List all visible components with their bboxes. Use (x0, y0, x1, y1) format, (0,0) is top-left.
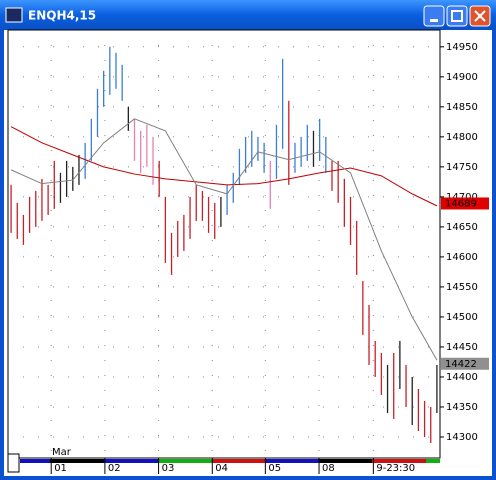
y-tick-label: 14350 (446, 402, 478, 413)
close-icon (474, 10, 486, 22)
month-label: Mar (52, 447, 72, 458)
price-tag-label: 14689 (445, 198, 477, 209)
x-tick-label: 04 (215, 463, 228, 474)
y-tick-label: 14600 (446, 252, 478, 263)
strip (20, 459, 50, 463)
y-tick-label: 14700 (446, 192, 478, 203)
x-tick-label: 05 (268, 463, 281, 474)
x-tick-label: 02 (108, 463, 121, 474)
y-tick-label: 14500 (446, 312, 478, 323)
y-tick-label: 14900 (446, 72, 478, 83)
minimize-button[interactable] (423, 5, 445, 27)
scroll-box[interactable] (7, 453, 20, 473)
strip (319, 459, 372, 463)
y-tick-label: 14550 (446, 282, 478, 293)
price-tag-label: 14422 (445, 359, 477, 370)
x-tick-label: 9-23:30 (376, 463, 415, 474)
strip (265, 459, 319, 463)
y-tick-label: 14450 (446, 342, 478, 353)
y-tick-label: 14300 (446, 432, 478, 443)
y-tick-label: 14400 (446, 372, 478, 383)
strip (50, 459, 104, 463)
moving-average (10, 118, 438, 361)
y-tick-label: 14850 (446, 102, 478, 113)
maximize-button[interactable] (446, 5, 468, 27)
strip (158, 459, 212, 463)
x-tick-label: 03 (162, 463, 175, 474)
plot-border (7, 29, 441, 459)
strip (212, 459, 265, 463)
window-buttons (423, 5, 491, 27)
maximize-icon (451, 10, 463, 22)
moving-average (10, 126, 438, 207)
chart-area (4, 30, 492, 476)
app-icon (5, 7, 23, 23)
y-tick-label: 14800 (446, 132, 478, 143)
x-tick-label: 01 (54, 463, 67, 474)
strip (426, 459, 440, 463)
window-title: ENQH4,15 (28, 9, 96, 23)
title-bar (0, 0, 496, 30)
strip (372, 459, 426, 463)
strip (104, 459, 158, 463)
y-tick-label: 14950 (446, 42, 478, 53)
minimize-icon (430, 19, 438, 22)
y-tick-label: 14650 (446, 222, 478, 233)
price-tag (441, 357, 489, 370)
y-tick-label: 14750 (446, 162, 478, 173)
x-tick-label: 08 (322, 463, 335, 474)
session-strip (20, 459, 440, 463)
price-tag (441, 197, 489, 210)
